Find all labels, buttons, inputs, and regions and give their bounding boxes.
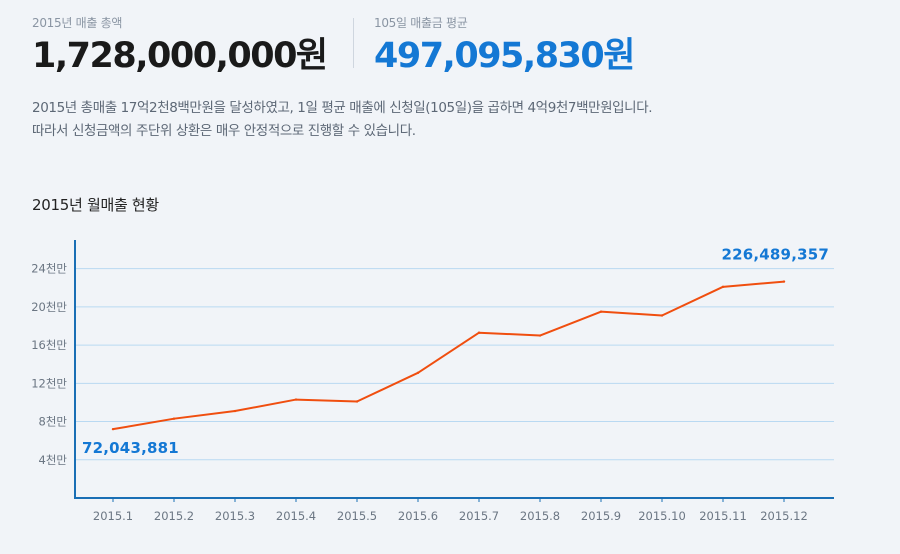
data-point: [721, 285, 725, 289]
x-tick-label: 2015.6: [398, 509, 438, 523]
data-point: [599, 310, 603, 313]
total-sales-label: 2015년 매출 총액: [32, 16, 123, 30]
data-label: 72,043,881: [82, 439, 179, 457]
y-tick-label: 12천만: [31, 376, 67, 390]
stat-divider: [353, 18, 354, 68]
total-sales-stat: 2015년 매출 총액 1,728,000,000원: [32, 14, 328, 76]
average-sales-label: 105일 매출금 평균: [374, 16, 468, 30]
x-tick-label: 2015.10: [638, 509, 686, 523]
x-tick-label: 2015.11: [699, 509, 747, 523]
x-tick-label: 2015.8: [520, 509, 560, 523]
x-tick-label: 2015.5: [337, 509, 377, 523]
x-tick-label: 2015.12: [760, 509, 808, 523]
data-point: [172, 417, 176, 420]
x-tick-label: 2015.3: [215, 509, 255, 523]
x-tick-label: 2015.4: [276, 509, 316, 523]
average-sales-value: 497,095,830원: [374, 36, 635, 76]
total-sales-value: 1,728,000,000원: [32, 36, 328, 76]
data-label: 226,489,357: [721, 246, 829, 264]
data-point: [355, 400, 359, 403]
data-point: [233, 409, 237, 413]
data-point: [294, 398, 298, 401]
average-sales-stat: 105일 매출금 평균 497,095,830원: [374, 14, 635, 76]
y-tick-label: 24천만: [31, 262, 67, 276]
data-point: [538, 334, 542, 337]
y-tick-label: 20천만: [31, 300, 67, 314]
y-tick-label: 4천만: [39, 453, 68, 467]
data-point: [111, 427, 115, 431]
description-line-1: 2015년 총매출 17억2천8백만원을 달성하였고, 1일 평균 매출에 신청…: [32, 100, 653, 116]
chart-title: 2015년 월매출 현황: [32, 196, 159, 214]
x-tick-label: 2015.9: [581, 509, 621, 523]
data-point: [660, 314, 664, 317]
data-point: [782, 280, 786, 283]
data-point: [416, 371, 420, 375]
x-tick-label: 2015.7: [459, 509, 499, 523]
x-tick-label: 2015.2: [154, 509, 194, 523]
y-tick-label: 8천만: [39, 415, 68, 429]
x-tick-label: 2015.1: [93, 509, 133, 523]
series-line: [112, 280, 785, 431]
y-tick-label: 16천만: [31, 338, 67, 352]
data-point: [477, 331, 481, 334]
description: 2015년 총매출 17억2천8백만원을 달성하였고, 1일 평균 매출에 신청…: [32, 97, 653, 143]
description-line-2: 따라서 신청금액의 주단위 상환은 매우 안정적으로 진행할 수 있습니다.: [32, 123, 416, 139]
